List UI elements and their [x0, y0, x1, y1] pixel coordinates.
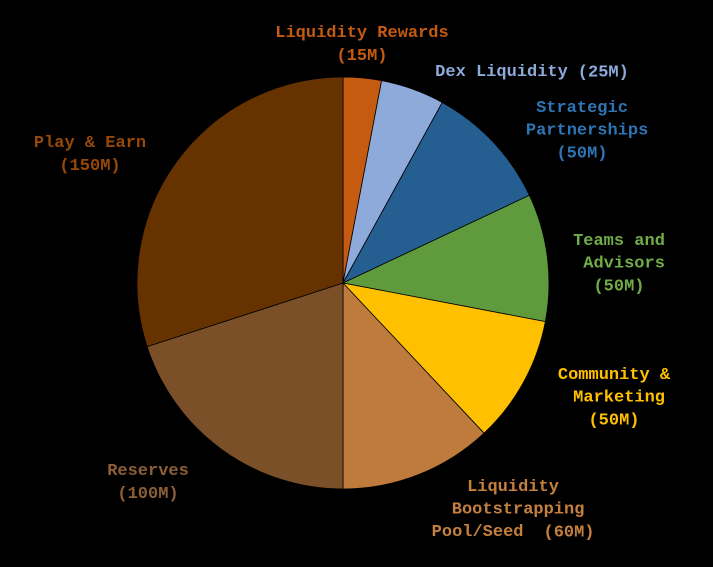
slice-label: Liquidity Rewards: [275, 24, 448, 43]
label-line: Community &: [558, 366, 671, 385]
label-line: Liquidity: [467, 478, 559, 497]
pie-slice: [342, 101, 530, 284]
pie-slice: [146, 282, 344, 490]
value-label: (25M): [578, 63, 629, 82]
label-line: Strategic: [536, 99, 628, 118]
slice-label: Reserves: [107, 462, 189, 481]
label-line: Liquidity Rewards: [275, 24, 448, 43]
slice-label: Teams and Advisors: [573, 232, 665, 274]
label-line: Bootstrapping: [442, 501, 585, 520]
slice-label: Strategic Partnerships: [516, 99, 649, 141]
value-label: (60M): [544, 523, 595, 542]
value-label: (50M): [556, 144, 607, 163]
label-line: Pool/Seed: [421, 523, 523, 542]
label-line: Reserves: [107, 462, 189, 481]
label-line: Play & Earn: [34, 134, 146, 153]
value-label: (150M): [59, 157, 120, 176]
value-label: (100M): [117, 485, 178, 504]
label-line: Marketing: [563, 389, 665, 408]
value-label: (15M): [336, 47, 387, 66]
slice-label: Play & Earn: [34, 134, 146, 153]
pie-slice: [136, 76, 344, 348]
value-label: (50M): [593, 277, 644, 296]
slice-label: Dex Liquidity: [435, 63, 568, 82]
label-line: Teams and: [573, 232, 665, 251]
slice-label: Liquidity Bootstrapping Pool/Seed: [421, 478, 584, 542]
slice-label: Community & Marketing: [558, 366, 671, 408]
label-line: Partnerships: [516, 122, 649, 141]
pie-slice: [341, 194, 550, 323]
label-line: Dex Liquidity: [435, 63, 568, 82]
label-line: Advisors: [573, 255, 665, 274]
pie-slice: [342, 281, 485, 490]
value-label: (50M): [588, 411, 639, 430]
pie-slice: [341, 282, 546, 434]
